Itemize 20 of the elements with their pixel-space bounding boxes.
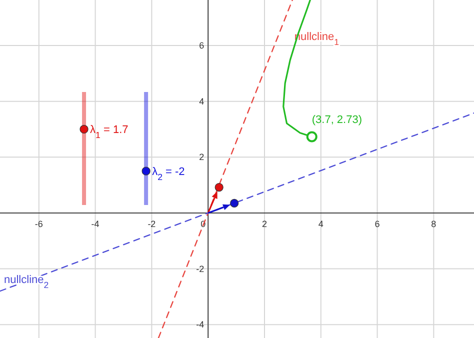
annotation: (3.7, 2.73) (312, 114, 362, 126)
x-tick-label: 6 (374, 218, 380, 229)
x-tick-label: 8 (431, 218, 436, 229)
annotation: λ$_{2}$ = -2 (152, 166, 185, 182)
y-tick-label: 4 (199, 96, 204, 106)
y-tick-label: -2 (196, 264, 204, 274)
x-tick-label: -6 (34, 218, 43, 229)
point (142, 166, 150, 176)
x-tick-label: 4 (318, 218, 324, 229)
x-tick-label: -2 (148, 218, 156, 229)
x-tick-label: 2 (262, 218, 267, 229)
point (306, 131, 318, 142)
point (214, 182, 224, 192)
point (230, 198, 239, 208)
annotation: λ$_{1}$ = 1.7 (90, 124, 128, 140)
x-tick-label: -4 (91, 218, 100, 229)
y-tick-label: 2 (199, 152, 204, 162)
y-tick-label: -4 (196, 320, 204, 330)
y-tick-label: 6 (199, 40, 204, 50)
point (80, 124, 88, 134)
